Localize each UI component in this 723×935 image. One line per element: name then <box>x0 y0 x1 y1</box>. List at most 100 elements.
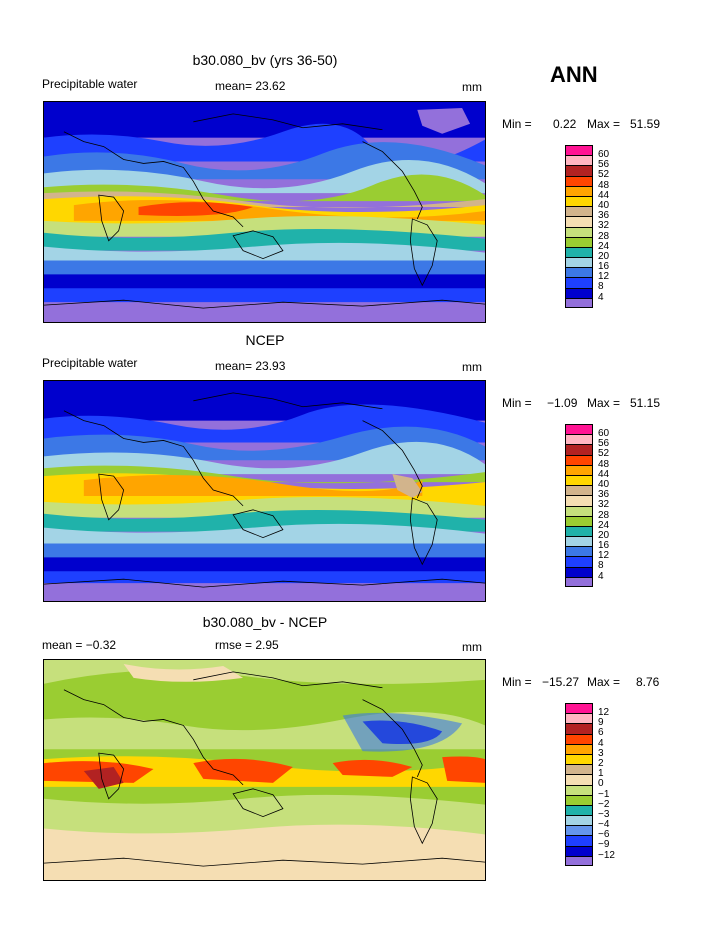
colorbar-level-label: 28 <box>598 509 610 521</box>
panel3-colorbar-labels: 12 9 6 4 3 2 1 0 −1 −2 −3 −4 −6 −9 −12 <box>598 707 615 861</box>
colorbar-level-label: 6 <box>598 727 604 739</box>
colorbar-cell <box>565 576 593 587</box>
colorbar-level-label: 16 <box>598 540 610 552</box>
panel1-map <box>43 101 486 323</box>
panel3-map-svg <box>44 660 485 880</box>
colorbar-level-label: 28 <box>598 230 610 242</box>
colorbar-cell <box>565 474 593 486</box>
season-label: ANN <box>550 62 598 87</box>
colorbar-level-label: 20 <box>598 250 610 262</box>
panel2-colorbar-labels: 60 56 52 48 44 40 36 32 28 24 20 16 12 8 4 <box>598 428 610 582</box>
colorbar-cell <box>565 835 593 846</box>
panel3-map <box>43 659 486 881</box>
colorbar-cell <box>565 804 593 816</box>
colorbar-cell <box>565 536 593 547</box>
panel1-colorbar-labels: 60 56 52 48 44 40 36 32 28 24 20 16 12 8 4 <box>598 149 610 303</box>
panel1-title: b30.080_bv (yrs 36-50) <box>192 52 338 68</box>
colorbar-cell <box>565 825 593 836</box>
colorbar-cell <box>565 195 593 207</box>
colorbar-cell <box>565 764 593 775</box>
colorbar-level-label: 60 <box>598 428 610 439</box>
colorbar-cell <box>565 703 593 714</box>
colorbar-level-label: 56 <box>598 159 610 171</box>
colorbar-cell <box>565 794 593 805</box>
colorbar-cell <box>565 464 593 475</box>
colorbar-cell <box>565 185 593 196</box>
panel1-max-label: Max = <box>587 117 621 131</box>
colorbar-cell <box>565 733 593 744</box>
colorbar-level-label: 32 <box>598 220 610 232</box>
panel3-max-label: Max = <box>587 675 621 689</box>
panel2-mean-label: mean= 23.93 <box>215 359 286 373</box>
panel2-variable-label: Precipitable water <box>42 356 138 370</box>
colorbar-cell <box>565 546 593 557</box>
panel3-title: b30.080_bv - NCEP <box>202 614 328 630</box>
colorbar-cell <box>565 784 593 795</box>
colorbar-level-label: −3 <box>598 808 610 820</box>
colorbar-level-label: 8 <box>598 281 604 293</box>
panel2-min-label: Min = <box>502 396 532 410</box>
colorbar-level-label: −9 <box>598 839 610 851</box>
panel1-variable-label: Precipitable water <box>42 77 138 91</box>
panel1-mean-label: mean= 23.62 <box>215 79 286 93</box>
colorbar-level-label: 9 <box>598 717 604 729</box>
colorbar-level-label: 44 <box>598 468 610 480</box>
panel2-units: mm <box>462 360 482 374</box>
panel1-map-svg <box>44 102 485 322</box>
panel2-max-value: 51.15 <box>630 396 661 410</box>
panel1-min-value: 0.22 <box>553 117 577 131</box>
colorbar-level-label: 44 <box>598 189 610 201</box>
colorbar-level-label: −12 <box>598 849 615 861</box>
colorbar-level-label: 24 <box>598 519 610 531</box>
colorbar-level-label: 32 <box>598 499 610 511</box>
colorbar-cell <box>565 424 593 435</box>
panel3-mean-label: mean = −0.32 <box>42 638 117 652</box>
panel3-min-label: Min = <box>502 675 532 689</box>
colorbar-level-label: −4 <box>598 819 610 831</box>
colorbar-cell <box>565 246 593 258</box>
colorbar-level-label: 48 <box>598 458 610 470</box>
colorbar-cell <box>565 434 593 445</box>
colorbar-level-label: −1 <box>598 788 610 800</box>
panel2-map <box>43 380 486 602</box>
colorbar-cell <box>565 297 593 308</box>
colorbar-level-label: 40 <box>598 478 610 490</box>
colorbar-level-label: 0 <box>598 778 604 790</box>
colorbar-cell <box>565 855 593 866</box>
colorbar-cell <box>565 743 593 754</box>
panel2-min-value: −1.09 <box>547 396 578 410</box>
colorbar-level-label: 12 <box>598 550 610 562</box>
colorbar-cell <box>565 267 593 278</box>
colorbar-cell <box>565 495 593 506</box>
colorbar-level-label: 56 <box>598 438 610 450</box>
colorbar-cell <box>565 165 593 176</box>
colorbar-level-label: 4 <box>598 737 604 749</box>
colorbar-level-label: 40 <box>598 199 610 211</box>
panel1-min-label: Min = <box>502 117 532 131</box>
panel2-title: NCEP <box>245 332 285 348</box>
colorbar-cell <box>565 145 593 156</box>
panel3-min-value: −15.27 <box>542 675 580 689</box>
panel3-rmse-label: rmse = 2.95 <box>215 638 279 652</box>
colorbar-cell <box>565 444 593 455</box>
colorbar-level-label: 4 <box>598 570 604 582</box>
colorbar-cell <box>565 845 593 856</box>
colorbar-level-label: 4 <box>598 291 604 303</box>
colorbar-cell <box>565 753 593 765</box>
colorbar-level-label: 36 <box>598 489 610 501</box>
colorbar-level-label: 2 <box>598 757 604 769</box>
colorbar-cell <box>565 175 593 186</box>
colorbar-cell <box>565 226 593 237</box>
colorbar-level-label: −2 <box>598 798 610 810</box>
panel2-map-svg <box>44 381 485 601</box>
colorbar-cell <box>565 815 593 826</box>
colorbar-cell <box>565 236 593 247</box>
colorbar-level-label: 52 <box>598 448 610 460</box>
panel1-max-value: 51.59 <box>630 117 661 131</box>
panel2-max-label: Max = <box>587 396 621 410</box>
colorbar-level-label: 8 <box>598 560 604 572</box>
colorbar-cell <box>565 454 593 465</box>
colorbar-cell <box>565 216 593 227</box>
colorbar-cell <box>565 525 593 537</box>
colorbar-cell <box>565 505 593 516</box>
